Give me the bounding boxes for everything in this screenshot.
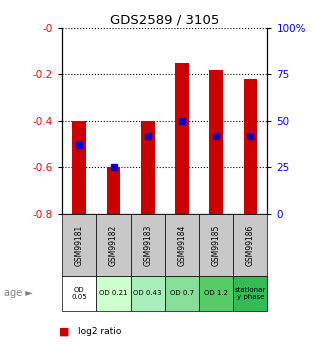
Text: OD 0.21: OD 0.21 [99, 290, 128, 296]
Bar [62, 276, 96, 310]
Text: log2 ratio: log2 ratio [78, 327, 121, 336]
Bar [107, 167, 120, 214]
Text: ■: ■ [59, 326, 70, 336]
Bar [175, 62, 189, 214]
Bar [233, 276, 267, 310]
Text: OD
0.05: OD 0.05 [72, 287, 87, 300]
Text: GSM99186: GSM99186 [246, 224, 255, 266]
Bar [233, 214, 267, 276]
Text: OD 1.2: OD 1.2 [204, 290, 228, 296]
Bar [96, 276, 131, 310]
Bar [244, 79, 257, 214]
Bar [165, 214, 199, 276]
Text: OD 0.43: OD 0.43 [133, 290, 162, 296]
Text: OD 0.7: OD 0.7 [170, 290, 194, 296]
Text: GSM99185: GSM99185 [212, 224, 220, 266]
Bar [209, 69, 223, 214]
Bar [72, 121, 86, 214]
Title: GDS2589 / 3105: GDS2589 / 3105 [110, 13, 220, 27]
Bar [199, 214, 233, 276]
Text: GSM99182: GSM99182 [109, 224, 118, 266]
Text: stationar
y phase: stationar y phase [235, 287, 266, 300]
Bar [165, 276, 199, 310]
Bar [131, 214, 165, 276]
Text: GSM99181: GSM99181 [75, 224, 84, 266]
Text: GSM99183: GSM99183 [143, 224, 152, 266]
Text: age ►: age ► [4, 288, 33, 298]
Text: GSM99184: GSM99184 [178, 224, 186, 266]
Bar [62, 214, 96, 276]
Bar [96, 214, 131, 276]
Bar [131, 276, 165, 310]
Bar [199, 276, 233, 310]
Bar [141, 121, 155, 214]
